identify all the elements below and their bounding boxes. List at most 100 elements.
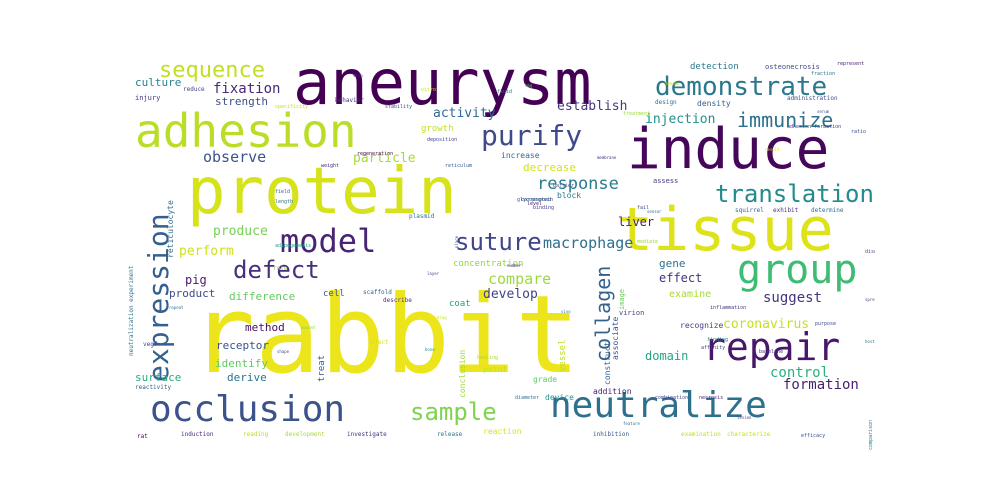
word-decrease: decrease <box>523 161 576 174</box>
word-hmg: hmg <box>525 83 533 88</box>
word-rabbit: rabbit <box>190 273 581 398</box>
word-defect: defect <box>233 256 320 284</box>
word-baseline: baseline <box>759 349 784 355</box>
word-purify: purify <box>481 119 583 152</box>
word-result: result <box>765 147 780 152</box>
word-conclusion: conclusion <box>458 349 467 398</box>
word-design: design <box>655 99 677 106</box>
word-block: block <box>557 191 582 200</box>
word-induce: induce <box>627 117 830 182</box>
word-number: number <box>507 263 522 268</box>
word-construct: construct <box>603 341 612 385</box>
word-device: device <box>545 393 574 402</box>
word-aneurysm: aneurysm <box>293 50 592 119</box>
word-shape: shape <box>277 349 290 354</box>
word-inject: inject <box>367 339 389 346</box>
word-observe: observe <box>203 148 267 166</box>
word-vitro: vitro <box>421 87 437 93</box>
word-amount: amount <box>301 325 316 330</box>
word-reaction: reaction <box>483 427 522 436</box>
word-product: product <box>169 287 216 300</box>
word-detection: detection <box>690 62 739 72</box>
word-spread: spread <box>865 297 875 302</box>
word-host: host <box>865 339 875 344</box>
word-develop: develop <box>483 287 538 302</box>
word-pig: pig <box>185 273 207 287</box>
word-drug: drug <box>437 315 447 320</box>
word-length: length <box>275 199 294 205</box>
word-sensor: sensor <box>647 209 662 214</box>
word-skin: skin <box>353 73 363 78</box>
word-reduce: reduce <box>183 86 205 93</box>
word-method: method <box>245 321 285 334</box>
word-diameter: diameter <box>515 395 540 401</box>
word-macrophage: macrophage <box>543 234 634 252</box>
word-feature: feature <box>623 421 640 426</box>
word-vegf: vegf <box>143 341 158 348</box>
word-squirrel: squirrel <box>735 207 764 214</box>
word-examination: examination <box>681 431 721 438</box>
word-translation: translation <box>715 180 874 208</box>
word-activity: activity <box>433 106 496 121</box>
word-describe: describe <box>383 297 412 304</box>
word-finding: finding <box>707 337 729 343</box>
word-tendon: tendon <box>665 81 680 86</box>
word-induction: induction <box>181 431 214 438</box>
word-vivo: vivo <box>561 309 571 314</box>
word-surface: surface <box>135 371 182 384</box>
word-adipogenesis: adipogenesis <box>275 243 312 249</box>
word-perform: perform <box>179 244 234 259</box>
word-weight: weight <box>321 163 340 169</box>
word-represent: represent <box>837 61 865 67</box>
word-inhibition: inhibition <box>593 431 630 438</box>
word-fail: fail <box>637 205 650 211</box>
word-identify: identify <box>215 357 268 370</box>
word-stability: stability <box>385 104 413 110</box>
word-produce: produce <box>213 224 268 239</box>
word-point: point <box>483 365 508 374</box>
word-level: level <box>527 201 543 207</box>
word-specificity: specificity <box>275 104 309 110</box>
word-virion: virion <box>619 309 645 317</box>
word-role: role <box>273 265 288 272</box>
word-response: response <box>537 174 619 194</box>
word-immunize: immunize <box>737 108 834 132</box>
word-group: group <box>737 247 858 293</box>
word-neutralization-experiment: neutralization experiment <box>128 265 135 356</box>
word-affinity: affinity <box>701 345 726 351</box>
word-osteonecrosis: osteonecrosis <box>765 63 820 71</box>
word-sequence: sequence <box>159 58 265 83</box>
word-injection: injection <box>645 112 716 127</box>
word-addition: addition <box>593 387 632 396</box>
word-control: control <box>770 365 830 381</box>
word-density: density <box>697 99 731 108</box>
word-bone: bone <box>425 347 435 352</box>
word-coat: coat <box>449 299 471 309</box>
word-lesion: lesion <box>737 415 752 420</box>
word-strength: strength <box>215 95 268 108</box>
word-reading: reading <box>243 431 269 438</box>
word-comparison: comparison <box>868 419 874 450</box>
word-tissue: tissue <box>617 195 834 265</box>
word-scaffold: scaffold <box>363 289 392 296</box>
word-regeneration: regeneration <box>357 151 394 157</box>
word-inflammation: inflammation <box>710 305 747 311</box>
word-reticulum: reticulum <box>445 163 473 169</box>
word-layer: layer <box>427 271 440 276</box>
word-increase: increase <box>501 151 540 160</box>
word-serum: serum <box>817 109 830 114</box>
word-derive: derive <box>227 371 267 384</box>
word-concentration: concentration <box>453 259 524 269</box>
word-exhibit: exhibit <box>773 207 799 214</box>
word-ratio: ratio <box>851 129 867 135</box>
word-compare: compare <box>488 270 552 288</box>
word-adhesion-formation: adhesion formation <box>787 124 842 130</box>
word-disease: disease <box>865 249 875 255</box>
word-cloud: rabbit aneurysm protein tissue induce ad… <box>125 50 875 451</box>
word-purpose: purpose <box>815 321 837 327</box>
word-glycoprotein: glycoprotein <box>517 197 554 203</box>
word-release: release <box>437 431 463 438</box>
word-examine: examine <box>669 289 712 300</box>
word-barrier: barrier <box>553 183 575 189</box>
word-image: image <box>618 288 626 310</box>
